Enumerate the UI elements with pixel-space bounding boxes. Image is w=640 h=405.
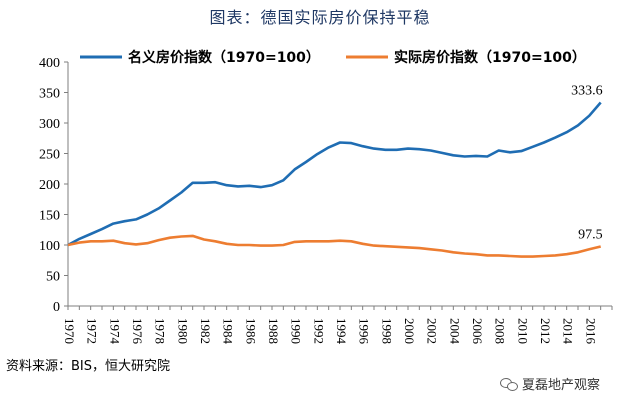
data-label-1: 97.5 — [578, 228, 603, 243]
x-tick-label: 2006 — [470, 318, 485, 345]
y-tick-label: 200 — [39, 178, 60, 193]
watermark-text: 夏磊地产观察 — [522, 378, 601, 393]
chart-title: 图表：德国实际房价保持平稳 — [209, 8, 431, 27]
x-tick-label: 2016 — [583, 318, 598, 345]
x-tick-label: 1984 — [221, 318, 236, 345]
source-note: 资料来源：BIS，恒大研究院 — [6, 359, 171, 374]
x-tick-label: 1978 — [153, 318, 168, 344]
x-tick-label: 1976 — [130, 318, 145, 345]
y-tick-label: 250 — [39, 148, 60, 163]
x-tick-label: 2014 — [561, 318, 576, 345]
x-tick-label: 2004 — [447, 318, 462, 345]
y-tick-label: 300 — [39, 117, 60, 132]
x-tick-label: 2008 — [493, 318, 508, 344]
x-tick-label: 1992 — [311, 318, 326, 344]
y-tick-label: 100 — [39, 239, 60, 254]
legend: 名义房价指数（1970=100） 实际房价指数（1970=100） — [80, 49, 586, 66]
x-tick-label: 2012 — [538, 318, 553, 344]
series-line-1 — [67, 234, 602, 258]
series-lines — [67, 101, 602, 258]
legend-label-1: 实际房价指数（1970=100） — [394, 49, 586, 66]
x-tick-label: 1972 — [85, 318, 100, 344]
x-axis-ticks: 1970 1972 1974 1976 1978 1980 1982 1984 1986 1988… — [62, 306, 613, 345]
x-tick-label: 2000 — [402, 318, 417, 344]
y-tick-label: 400 — [39, 56, 60, 71]
x-tick-label: 1990 — [289, 318, 304, 344]
y-tick-label: 0 — [53, 300, 60, 315]
x-tick-label: 1988 — [266, 318, 281, 344]
x-tick-label: 1980 — [175, 318, 190, 344]
series-line-0 — [67, 101, 602, 247]
watermark: 夏磊地产观察 — [500, 374, 600, 393]
x-tick-label: 1986 — [243, 318, 258, 345]
axes — [67, 62, 612, 307]
x-tick-label: 2002 — [425, 318, 440, 344]
x-tick-label: 1974 — [107, 318, 122, 345]
x-tick-label: 1994 — [334, 318, 349, 345]
x-tick-label: 1982 — [198, 318, 213, 344]
x-tick-label: 1970 — [62, 318, 77, 344]
annotations: 333.6 97.5 — [571, 84, 603, 243]
x-tick-label: 2010 — [515, 318, 530, 344]
y-tick-label: 50 — [46, 270, 60, 285]
data-label-0: 333.6 — [571, 84, 603, 99]
y-tick-label: 350 — [39, 87, 60, 102]
x-tick-label: 1996 — [357, 318, 372, 345]
y-tick-label: 150 — [39, 209, 60, 224]
x-tick-label: 1998 — [379, 318, 394, 344]
wechat-icon — [500, 377, 518, 391]
legend-label-0: 名义房价指数（1970=100） — [128, 49, 320, 66]
y-axis-ticks: 0 50 100 150 200 250 300 350 400 — [39, 56, 68, 315]
